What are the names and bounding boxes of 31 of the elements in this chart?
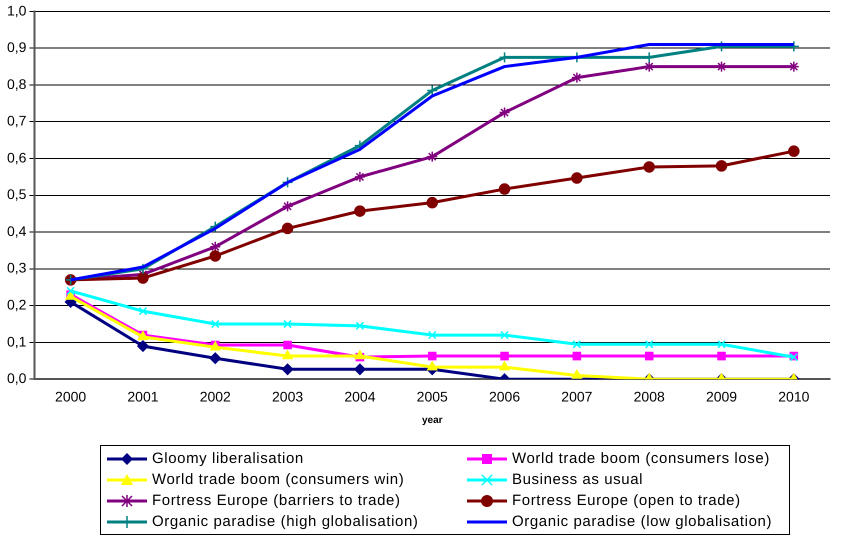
legend-label: Fortress Europe (open to trade) [512,492,741,509]
y-tick-label: 0,5 [6,186,27,202]
x-tick-label: 2004 [344,388,376,404]
legend-label: Fortress Europe (barriers to trade) [152,492,401,509]
y-tick-label: 1,0 [6,2,27,18]
x-tick-label: 2000 [55,388,86,404]
y-tick-label: 0,6 [6,149,27,166]
y-tick-label: 0,9 [6,39,27,56]
y-tick-label: 0,1 [6,333,27,350]
legend-label: Organic paradise (low globalisation) [512,513,772,530]
x-tick-label: 2010 [778,388,810,404]
legend-label: Gloomy liberalisation [152,450,304,467]
legend-label: World trade boom (consumers lose) [512,450,770,467]
x-tick-label: 2002 [200,388,232,404]
x-tick-label: 2009 [706,388,738,404]
y-tick-label: 0,3 [6,260,27,276]
x-tick-label: 2006 [488,388,520,404]
x-tick-label: 2001 [127,388,159,404]
x-tick-label: 2008 [634,388,665,404]
y-tick-label: 0,7 [6,112,27,129]
x-tick-label: 2005 [416,388,448,404]
y-tick-label: 0,0 [6,370,27,386]
y-tick-label: 0,2 [6,296,27,312]
legend-label: Business as usual [512,471,644,488]
legend-label: World trade boom (consumers win) [152,471,404,488]
x-tick-label: 2003 [272,388,304,404]
x-axis-title: year [422,414,443,426]
y-tick-label: 0,4 [6,222,27,239]
y-tick-label: 0,8 [6,76,27,92]
legend-label: Organic paradise (high globalisation) [152,513,419,530]
x-tick-label: 2007 [561,388,593,404]
